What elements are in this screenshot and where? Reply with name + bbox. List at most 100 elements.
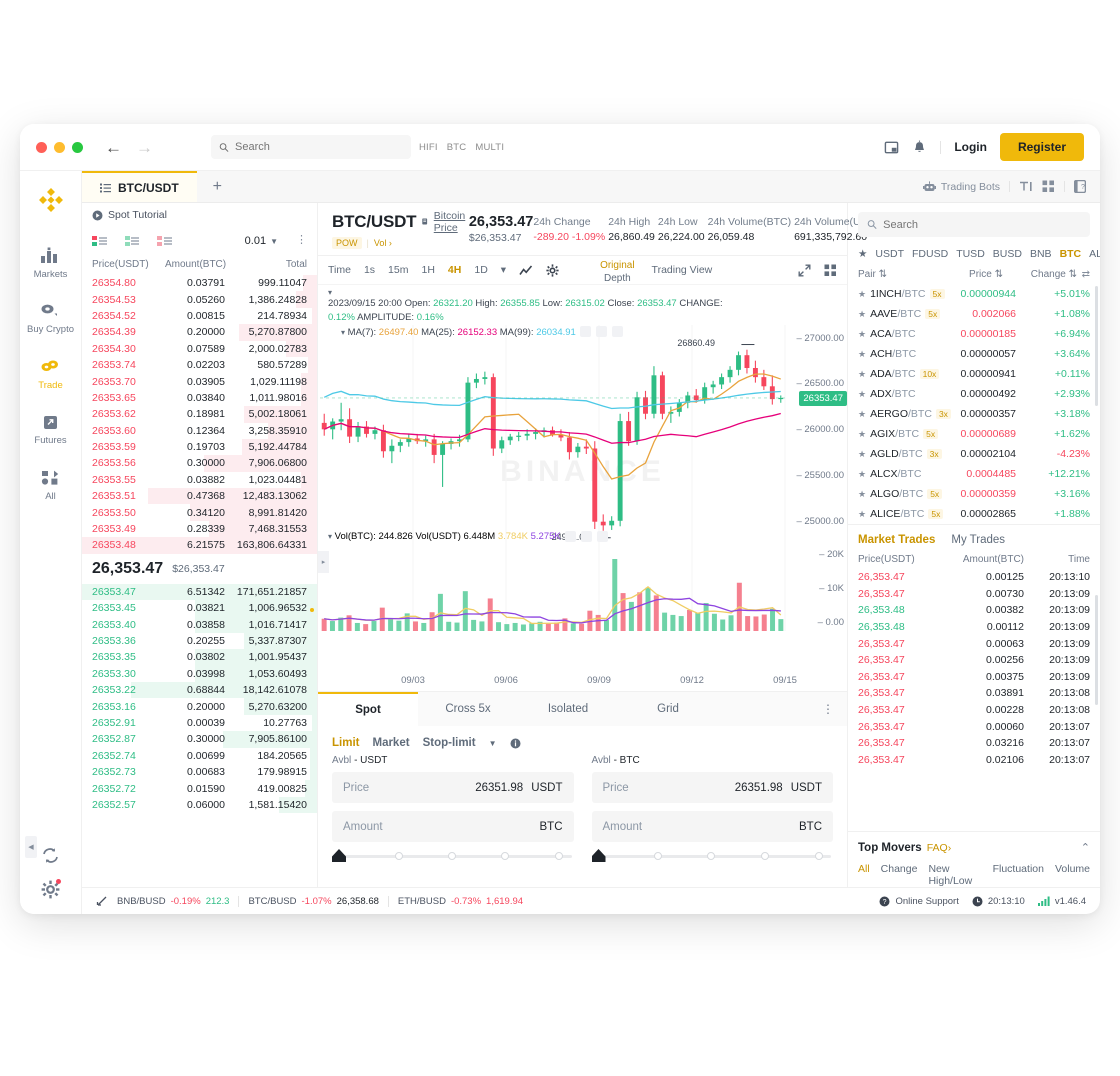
- search-input[interactable]: [235, 141, 403, 153]
- pair-row[interactable]: ★ ACH/BTC 0.00000057 +3.64%: [848, 344, 1100, 364]
- order-book-row[interactable]: 26353.50 0.34120 8,991.81420: [82, 504, 317, 521]
- slider-handle[interactable]: [591, 849, 606, 862]
- tab-cross[interactable]: Cross 5x: [445, 703, 491, 715]
- order-book-row[interactable]: 26354.52 0.00815 214.78934: [82, 307, 317, 325]
- top-movers-faq-link[interactable]: FAQ›: [926, 841, 952, 854]
- binance-logo-icon[interactable]: [38, 187, 64, 218]
- sidebar-item-markets[interactable]: Markets: [20, 236, 81, 291]
- order-book-row[interactable]: 26353.49 0.28339 7,468.31553: [82, 520, 317, 538]
- help-doc-icon[interactable]: ?: [1074, 180, 1086, 193]
- slider-handle[interactable]: [332, 849, 346, 862]
- maximize-window-button[interactable]: [72, 141, 83, 153]
- sidebar-item-all[interactable]: All: [20, 458, 81, 513]
- window-traffic-lights[interactable]: [36, 141, 83, 153]
- order-book-row[interactable]: 26353.70 0.03905 1,029.11198: [82, 373, 317, 390]
- favorite-star-icon[interactable]: ★: [858, 368, 867, 379]
- order-book-row[interactable]: 26354.80 0.03791 999.11047: [82, 275, 317, 292]
- order-book-row[interactable]: 26353.45 0.03821 1,006.96532: [82, 600, 317, 617]
- order-book-bids[interactable]: 26353.47 6.51342 171,651.21857 26353.45 0.03…: [82, 583, 317, 814]
- order-panel-menu-icon[interactable]: ⋮: [822, 702, 834, 716]
- suggestion-chip[interactable]: HIFI: [419, 141, 438, 153]
- order-book-row[interactable]: 26353.74 0.02203 580.57289: [82, 356, 317, 374]
- close-icon[interactable]: [611, 326, 623, 338]
- badge-vol[interactable]: Vol ›: [373, 237, 392, 248]
- top-movers-filters[interactable]: All Change New High/Low Fluctuation Volu…: [858, 863, 1090, 887]
- interval-1d[interactable]: 1D: [474, 264, 488, 276]
- sidebar-item-trade[interactable]: Trade: [20, 347, 81, 402]
- chart-view-selector[interactable]: Original Depth: [600, 255, 634, 285]
- order-type-market[interactable]: Market: [372, 737, 410, 749]
- sell-amount-field[interactable]: Amount BTC: [591, 811, 833, 842]
- text-tool-icon[interactable]: [1019, 181, 1033, 192]
- order-book-row[interactable]: 26353.35 0.03802 1,001.95437: [82, 649, 317, 666]
- order-book-row[interactable]: 26353.30 0.03998 1,053.60493: [82, 665, 317, 682]
- sidebar-item-buy-crypto[interactable]: Buy Crypto: [20, 291, 81, 346]
- order-book-row[interactable]: 26352.74 0.00699 184.20565: [82, 747, 317, 764]
- swap-columns-icon[interactable]: ⇄: [1081, 269, 1090, 280]
- orderbook-layout-bids-icon[interactable]: [124, 236, 139, 246]
- favorite-star-icon[interactable]: ★: [858, 348, 867, 359]
- suggestion-chip[interactable]: BTC: [446, 141, 467, 153]
- login-button[interactable]: Login: [954, 140, 987, 154]
- chevron-down-icon[interactable]: ▼: [488, 738, 497, 748]
- order-book-row[interactable]: 26353.40 0.03858 1,016.71417: [82, 616, 317, 633]
- candlestick-chart[interactable]: BINANCE ▾ 2023/09/15 20:00 Open: 26321.2…: [318, 285, 847, 691]
- market-search-input[interactable]: [883, 218, 1081, 231]
- pair-row[interactable]: ★ AGIX/BTC 5x 0.00000689 +1.62%: [848, 424, 1100, 444]
- download-app-icon[interactable]: [884, 140, 899, 155]
- order-book-asks[interactable]: 26354.80 0.03791 999.11047 26354.53 0.05260 1…: [82, 275, 317, 554]
- view-trading-view[interactable]: Trading View: [651, 264, 713, 276]
- collapse-chevron-icon[interactable]: ⌃: [1080, 842, 1090, 854]
- minimize-window-button[interactable]: [54, 141, 65, 153]
- sell-amount-slider[interactable]: [591, 849, 834, 862]
- favorite-star-icon[interactable]: ★: [858, 328, 867, 339]
- orderbook-menu-icon[interactable]: ⋮: [296, 234, 307, 247]
- sell-price-field[interactable]: Price 26351.98 USDT: [591, 772, 833, 803]
- tab-market-trades[interactable]: Market Trades: [858, 534, 936, 546]
- tab-grid[interactable]: Grid: [657, 703, 679, 715]
- gear-icon[interactable]: [596, 326, 608, 338]
- order-book-row[interactable]: 26353.65 0.03840 1,011.98016: [82, 389, 317, 407]
- col-price[interactable]: Price ⇅: [969, 269, 1003, 280]
- notification-bell-icon[interactable]: [912, 140, 927, 155]
- interval-1s[interactable]: 1s: [363, 264, 376, 276]
- tab-isolated[interactable]: Isolated: [547, 703, 589, 715]
- quote-usdt[interactable]: USDT: [875, 248, 905, 260]
- pair-row[interactable]: ★ ALICE/BTC 5x 0.00002865 +1.88%: [848, 504, 1100, 524]
- quote-tusd[interactable]: TUSD: [956, 248, 985, 260]
- order-book-row[interactable]: 26353.22 0.68844 18,142.61078: [82, 681, 317, 699]
- view-depth[interactable]: Depth: [603, 273, 631, 285]
- order-type-limit[interactable]: Limit: [332, 737, 360, 749]
- info-icon[interactable]: [510, 738, 521, 749]
- favorite-star-icon[interactable]: ★: [858, 408, 867, 419]
- favorite-star-icon[interactable]: ★: [858, 468, 867, 479]
- interval-1h[interactable]: 1H: [421, 264, 435, 276]
- pair-row[interactable]: ★ ALGO/BTC 5x 0.00000359 +3.16%: [848, 484, 1100, 504]
- forward-arrow-icon[interactable]: →: [136, 137, 153, 157]
- sidebar-item-futures[interactable]: Futures: [20, 402, 81, 457]
- order-book-row[interactable]: 26354.39 0.20000 5,270.87800: [82, 324, 317, 341]
- order-book-row[interactable]: 26352.91 0.00039 10.27763: [82, 714, 317, 732]
- order-book-row[interactable]: 26353.55 0.03882 1,023.04481: [82, 471, 317, 489]
- search-suggestions[interactable]: HIFI BTC MULTI: [419, 142, 504, 153]
- online-support-button[interactable]: ? Online Support: [879, 896, 959, 907]
- info-token-icon[interactable]: [422, 216, 428, 227]
- ticker-collapse-icon[interactable]: [96, 895, 108, 907]
- order-book-row[interactable]: 26354.53 0.05260 1,386.24828: [82, 291, 317, 308]
- favorite-star-icon[interactable]: ★: [858, 448, 867, 459]
- favorite-star-icon[interactable]: ★: [858, 428, 867, 439]
- gear-icon[interactable]: [546, 263, 559, 277]
- order-book-row[interactable]: 26353.62 0.18981 5,002.18061: [82, 406, 317, 423]
- buy-price-field[interactable]: Price 26351.98 USDT: [332, 772, 574, 803]
- close-window-button[interactable]: [36, 141, 47, 153]
- collapse-sidebar-button[interactable]: ◀: [25, 836, 37, 858]
- buy-amount-slider[interactable]: [332, 849, 574, 862]
- interval-4h[interactable]: 4H: [447, 264, 462, 276]
- order-book-row[interactable]: 26353.59 0.19703 5,192.44784: [82, 438, 317, 456]
- favorite-star-icon[interactable]: ★: [858, 488, 867, 499]
- orderbook-layout-asks-icon[interactable]: [157, 236, 172, 246]
- pair-row[interactable]: ★ 1INCH/BTC 5x 0.00000944 +5.01%: [848, 284, 1100, 304]
- pair-row[interactable]: ★ ADA/BTC 10x 0.00000941 +0.11%: [848, 364, 1100, 384]
- status-ticker-eth[interactable]: ETH/BUSD -0.73% 1,619.94: [397, 895, 524, 907]
- order-book-row[interactable]: 26353.16 0.20000 5,270.63200: [82, 698, 317, 715]
